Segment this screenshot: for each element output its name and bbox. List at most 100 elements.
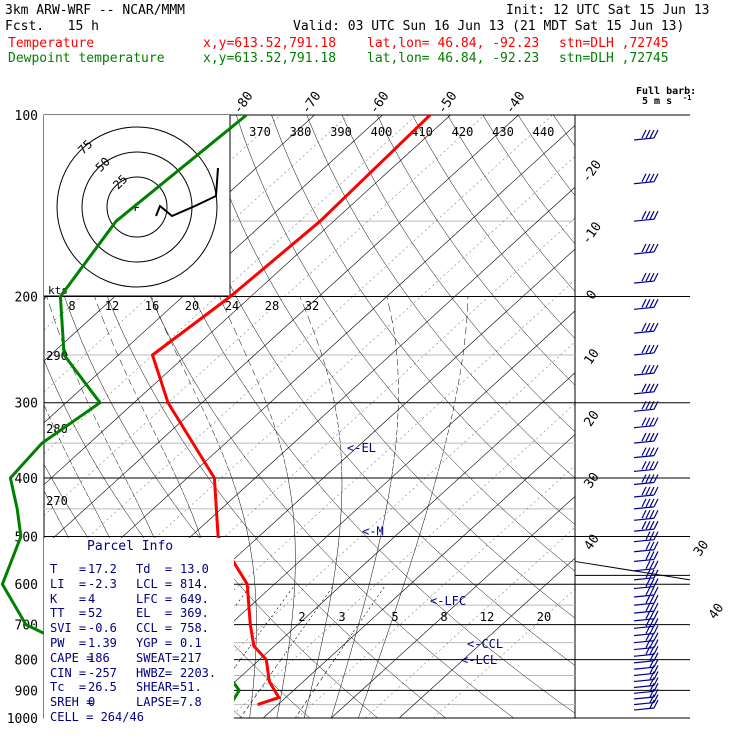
wind-barb: [633, 364, 659, 376]
temperature-legend: Temperature: [8, 36, 95, 51]
temperature-tick-label: 30: [581, 470, 602, 491]
pressure-tick-label: 400: [15, 472, 38, 487]
parcel-cell: CELL = 264/46: [50, 710, 144, 724]
temperature-xy: x,y=613.52,791.18: [203, 36, 337, 51]
parcel-info-panel: Parcel Info T = 17.2 Td = 13.0 LI = -2.3 LCL =…: [44, 538, 234, 728]
pressure-tick-label: 900: [15, 684, 38, 699]
parcel-row-d: 0.1: [180, 636, 202, 650]
isotherm-line: [398, 557, 576, 719]
theta-side-label: 280: [46, 422, 68, 436]
moist-adiabat-line: [219, 296, 296, 719]
dewpoint-legend: Dewpoint temperature: [8, 51, 165, 66]
parcel-row-b: -0.6: [88, 621, 117, 636]
init-time: Init: 12 UTC Sat 15 Jun 13: [506, 3, 710, 18]
pressure-tick-label: 600: [15, 578, 38, 593]
wind-barb: [633, 417, 659, 429]
theta-label: 370: [249, 125, 271, 139]
temperature-tick-label: -80: [231, 89, 257, 117]
speed-scale-label: 30: [691, 538, 712, 559]
parcel-row-b: -257: [88, 665, 117, 680]
hodograph-ring: [106, 176, 168, 238]
mixing-ratio-label: 5: [391, 610, 398, 624]
wind-barb: [633, 632, 659, 644]
parcel-row-c: LFC =: [136, 591, 173, 606]
parcel-row-c: CCL =: [136, 621, 173, 636]
wind-barb: [633, 531, 659, 543]
hodograph-ring: [56, 126, 218, 288]
mixing-ratio-line: [152, 584, 252, 719]
pressure-tick-label: 200: [15, 291, 38, 306]
wind-barb: [633, 486, 659, 498]
temperature-latlon: lat,lon= 46.84, -92.23: [367, 36, 540, 51]
annotation-label: <-M: [362, 524, 384, 538]
dry-adiabat-line: [236, 114, 576, 572]
theta-label: 440: [533, 125, 555, 139]
temperature-station: stn=DLH ,72745: [559, 36, 669, 51]
wind-barb: [633, 683, 659, 694]
speed-scale-label: 40: [706, 601, 727, 622]
moist-adiabat-line: [299, 296, 343, 719]
wind-barb: [633, 560, 659, 572]
theta-label: 420: [452, 125, 474, 139]
parcel-row-b: 186: [88, 650, 110, 665]
theta-label: 390: [330, 125, 352, 139]
speed-tick-label: 20: [185, 299, 199, 313]
wind-barb: [633, 344, 659, 356]
mixing-ratio-line: [198, 584, 296, 719]
parcel-row-c: LCL =: [136, 576, 173, 591]
annotation-label: <-CCL: [467, 637, 503, 651]
wind-barb: [633, 602, 659, 614]
parcel-row-b: 4: [88, 591, 96, 606]
wind-barb: [633, 447, 659, 459]
moist-adiabat-line: [330, 296, 399, 719]
wind-barb: [633, 625, 659, 637]
parcel-row-d: 51.: [180, 680, 202, 695]
parcel-row-d: 758.: [180, 621, 209, 636]
dry-adiabat-line: [553, 114, 576, 147]
wind-barb: [633, 677, 659, 689]
wind-barb: [633, 510, 659, 521]
wind-barb: [633, 432, 659, 444]
mixing-ratio-label: 12: [480, 610, 494, 624]
parcel-row-b: 26.5: [88, 680, 117, 695]
parcel-row-c: Td =: [136, 562, 173, 576]
annotation-label: <-EL: [347, 441, 376, 455]
wind-barb: [633, 610, 659, 622]
dewpoint-latlon: lat,lon= 46.84, -92.23: [367, 51, 540, 66]
pressure-tick-label: 1000: [7, 712, 38, 727]
parcel-row-a: SVI =: [50, 621, 87, 636]
dry-adiabat-line: [306, 114, 576, 479]
wind-barb: [633, 322, 659, 334]
wind-barb: [633, 551, 659, 563]
temperature-tick-label: -20: [579, 158, 605, 186]
scale-diagonal: [574, 560, 691, 581]
parcel-row-b: 52: [88, 606, 103, 621]
parcel-row-c: SHEAR=: [136, 680, 180, 695]
parcel-row-a: TT =: [50, 606, 87, 621]
parcel-info-title: Parcel Info: [87, 539, 174, 554]
theta-label: 400: [371, 125, 393, 139]
speed-tick-label: 28: [265, 299, 279, 313]
parcel-row-a: LI =: [50, 576, 87, 591]
parcel-row-d: 369.: [180, 606, 209, 621]
temperature-tick-label: 20: [581, 408, 602, 429]
mixing-ratio-label: 8: [440, 610, 447, 624]
wind-barb: [633, 272, 659, 284]
theta-label: 380: [290, 125, 312, 139]
barb-legend-title: Full barb:: [636, 86, 696, 97]
isotherm-line: [43, 125, 576, 609]
speed-tick-label: 12: [105, 299, 119, 313]
barb-legend-exponent: -1: [683, 94, 691, 102]
annotation-label: <-LCL: [461, 653, 497, 667]
dry-adiabat-line: [517, 114, 576, 196]
parcel-row-a: PW =: [50, 636, 87, 650]
forecast-hour: Fcst. 15 h: [5, 19, 99, 34]
wind-barb: [633, 210, 659, 222]
wind-barb: [633, 646, 659, 657]
parcel-row-b: 0: [88, 695, 96, 710]
wind-barb: [633, 578, 659, 590]
dewpoint-station: stn=DLH ,72745: [559, 51, 669, 66]
temperature-tick-label: -70: [299, 89, 325, 117]
wind-barb: [633, 461, 659, 473]
barb-legend-value: 5 m s: [642, 96, 672, 107]
